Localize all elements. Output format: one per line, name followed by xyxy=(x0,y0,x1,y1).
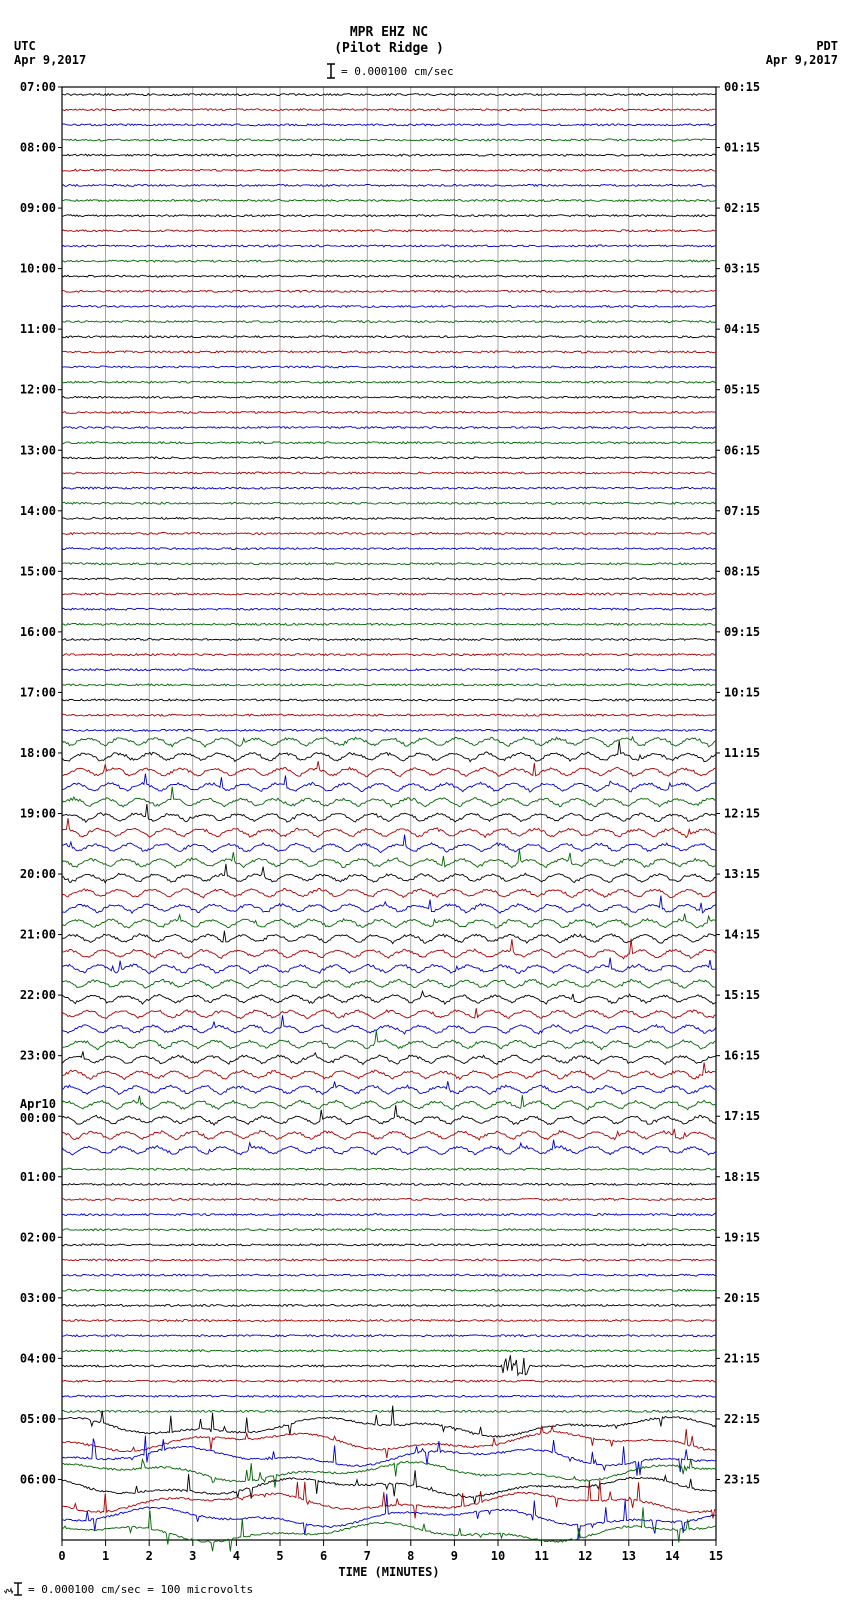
station-code: MPR EHZ NC xyxy=(350,25,428,40)
x-tick-label: 7 xyxy=(364,1549,371,1563)
right-time-label: 11:15 xyxy=(724,746,760,760)
left-time-label: 02:00 xyxy=(20,1230,56,1244)
left-time-label: 23:00 xyxy=(20,1049,56,1063)
helicorder-chart: MPR EHZ NC(Pilot Ridge ) = 0.000100 cm/se… xyxy=(0,0,850,1613)
left-date: Apr 9,2017 xyxy=(14,53,86,67)
right-time-label: 22:15 xyxy=(724,1412,760,1426)
x-tick-label: 11 xyxy=(534,1549,548,1563)
right-time-label: 13:15 xyxy=(724,867,760,881)
right-time-label: 05:15 xyxy=(724,383,760,397)
right-time-label: 18:15 xyxy=(724,1170,760,1184)
right-time-label: 06:15 xyxy=(724,443,760,457)
left-time-label: 19:00 xyxy=(20,807,56,821)
footer-scale-note: = 0.000100 cm/sec = 100 microvolts xyxy=(28,1583,253,1596)
left-time-label: 16:00 xyxy=(20,625,56,639)
left-time-label: 10:00 xyxy=(20,262,56,276)
right-time-label: 14:15 xyxy=(724,928,760,942)
x-tick-label: 3 xyxy=(189,1549,196,1563)
right-time-label: 12:15 xyxy=(724,807,760,821)
x-tick-label: 2 xyxy=(146,1549,153,1563)
left-time-label: Apr10 xyxy=(20,1097,56,1111)
left-time-label: 20:00 xyxy=(20,867,56,881)
scale-marker-text: = 0.000100 cm/sec xyxy=(341,65,454,78)
x-tick-label: 9 xyxy=(451,1549,458,1563)
x-tick-label: 10 xyxy=(491,1549,505,1563)
right-time-label: 09:15 xyxy=(724,625,760,639)
x-axis-label: TIME (MINUTES) xyxy=(338,1565,439,1579)
right-time-label: 04:15 xyxy=(724,322,760,336)
x-tick-label: 5 xyxy=(276,1549,283,1563)
left-time-label: 12:00 xyxy=(20,383,56,397)
left-time-label: 06:00 xyxy=(20,1472,56,1486)
left-tz: UTC xyxy=(14,39,36,53)
right-time-label: 23:15 xyxy=(724,1472,760,1486)
right-time-label: 19:15 xyxy=(724,1230,760,1244)
right-time-label: 02:15 xyxy=(724,201,760,215)
left-time-label: 01:00 xyxy=(20,1170,56,1184)
right-tz: PDT xyxy=(816,39,838,53)
left-time-label: 18:00 xyxy=(20,746,56,760)
left-time-label: 05:00 xyxy=(20,1412,56,1426)
left-time-label: 13:00 xyxy=(20,443,56,457)
x-tick-label: 4 xyxy=(233,1549,240,1563)
x-tick-label: 6 xyxy=(320,1549,327,1563)
right-time-label: 10:15 xyxy=(724,685,760,699)
left-time-label: 04:00 xyxy=(20,1351,56,1365)
right-time-label: 00:15 xyxy=(724,80,760,94)
left-time-label: 17:00 xyxy=(20,685,56,699)
station-name: (Pilot Ridge ) xyxy=(334,41,444,56)
right-time-label: 08:15 xyxy=(724,564,760,578)
right-time-label: 01:15 xyxy=(724,141,760,155)
left-time-label: 07:00 xyxy=(20,80,56,94)
x-tick-label: 1 xyxy=(102,1549,109,1563)
x-tick-label: 13 xyxy=(622,1549,636,1563)
left-time-label: 00:00 xyxy=(20,1111,56,1125)
left-time-label: 09:00 xyxy=(20,201,56,215)
right-time-label: 07:15 xyxy=(724,504,760,518)
left-time-label: 22:00 xyxy=(20,988,56,1002)
left-time-label: 08:00 xyxy=(20,141,56,155)
left-time-label: 15:00 xyxy=(20,564,56,578)
left-time-label: 11:00 xyxy=(20,322,56,336)
x-tick-label: 0 xyxy=(58,1549,65,1563)
left-time-label: 14:00 xyxy=(20,504,56,518)
right-time-label: 16:15 xyxy=(724,1049,760,1063)
left-time-label: 03:00 xyxy=(20,1291,56,1305)
x-tick-label: 14 xyxy=(665,1549,679,1563)
right-time-label: 03:15 xyxy=(724,262,760,276)
right-date: Apr 9,2017 xyxy=(766,53,838,67)
left-time-label: 21:00 xyxy=(20,928,56,942)
x-tick-label: 8 xyxy=(407,1549,414,1563)
right-time-label: 17:15 xyxy=(724,1109,760,1123)
x-tick-label: 15 xyxy=(709,1549,723,1563)
right-time-label: 21:15 xyxy=(724,1351,760,1365)
x-tick-label: 12 xyxy=(578,1549,592,1563)
right-time-label: 15:15 xyxy=(724,988,760,1002)
right-time-label: 20:15 xyxy=(724,1291,760,1305)
